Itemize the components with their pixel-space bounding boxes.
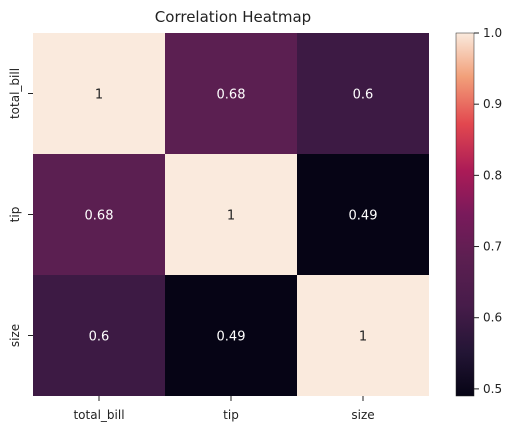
heatmap-annotation-r2-c0: 0.6 [89,330,110,345]
x-tick-label-1: tip [223,408,239,422]
heatmap-annotation-r0-c1: 0.68 [217,88,246,103]
heatmap-annotation-r2-c1: 0.49 [217,330,246,345]
heatmap-annotations: 1 0.68 0.6 0.68 1 0.49 0.6 0.49 1 [85,88,378,345]
colorbar-tick-label-3: 0.8 [483,168,502,182]
colorbar-tick-label-1: 0.6 [483,311,502,325]
colorbar-scale [455,32,475,397]
colorbar-tick-label-5: 1.0 [483,26,502,40]
colorbar: 0.5 0.6 0.7 0.8 0.9 1.0 [455,26,502,397]
heatmap-cell-r2-c2 [297,275,429,396]
heatmap-annotation-r2-c2: 1 [359,330,367,345]
heatmap-annotation-r1-c0: 0.68 [85,209,114,224]
chart-title: Correlation Heatmap [155,8,311,26]
heatmap-cells [33,33,429,396]
y-tick-label-1: tip [8,207,22,223]
heatmap-annotation-r0-c2: 0.6 [353,88,374,103]
heatmap-cell-r1-c0 [33,154,165,275]
x-axis: total_bill tip size [73,396,375,422]
heatmap-cell-r0-c2 [297,33,429,154]
x-tick-label-2: size [351,408,374,422]
heatmap-annotation-r0-c0: 1 [95,88,103,103]
heatmap-cell-r2-c1 [165,275,297,396]
heatmap-cell-r2-c0 [33,275,165,396]
colorbar-tick-label-4: 0.9 [483,97,502,111]
heatmap-annotation-r1-c2: 0.49 [349,209,378,224]
heatmap-cell-r0-c0 [33,33,165,154]
y-tick-label-0: total_bill [8,68,22,119]
y-tick-label-2: size [8,324,22,347]
heatmap-annotation-r1-c1: 1 [227,209,235,224]
colorbar-tick-label-0: 0.5 [483,382,502,396]
heatmap-cell-r1-c2 [297,154,429,275]
x-tick-label-0: total_bill [73,408,124,422]
heatmap-cell-r0-c1 [165,33,297,154]
colorbar-tick-label-2: 0.7 [483,240,502,254]
heatmap-cell-r1-c1 [165,154,297,275]
